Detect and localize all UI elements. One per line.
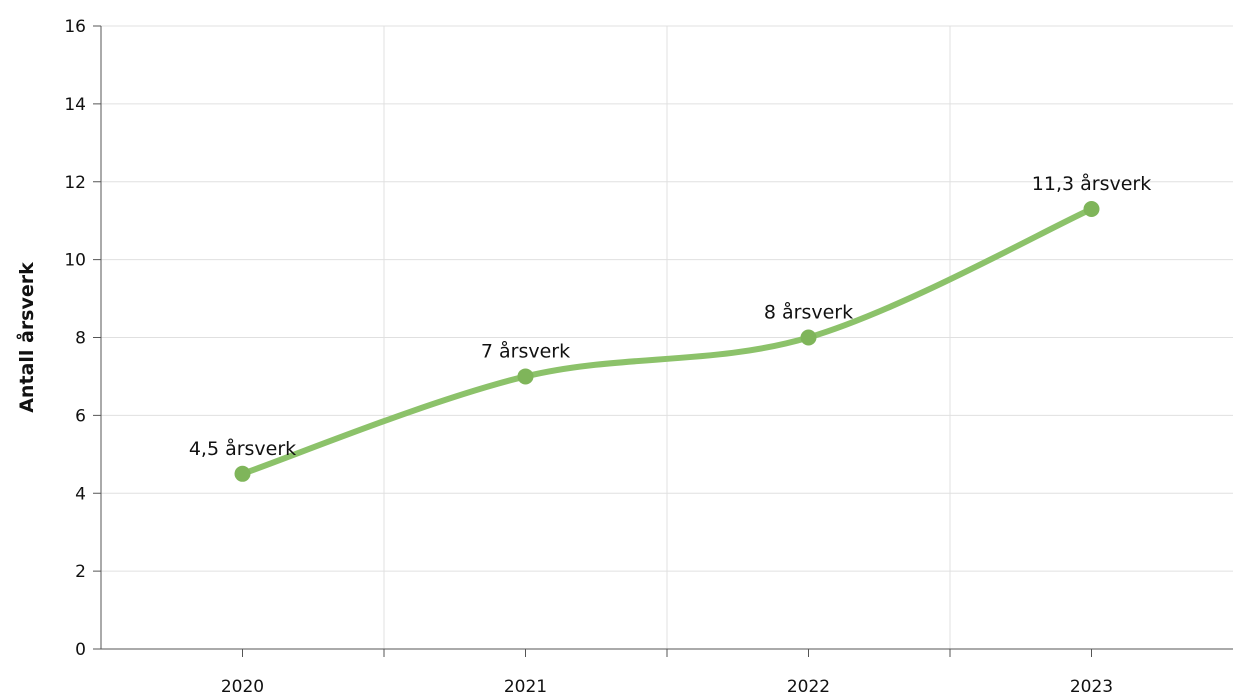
y-tick-label: 16 <box>64 17 86 37</box>
y-tick-label: 8 <box>75 329 86 349</box>
data-label: 4,5 årsverk <box>189 437 296 460</box>
data-label: 8 årsverk <box>764 301 853 324</box>
y-tick-label: 12 <box>64 173 86 193</box>
series-group <box>234 201 1100 482</box>
data-point-marker[interactable] <box>800 329 817 346</box>
y-tick-label: 10 <box>64 251 86 271</box>
y-tick-label: 14 <box>64 95 86 115</box>
data-point-marker[interactable] <box>234 465 251 482</box>
grid-lines <box>101 25 1233 649</box>
x-tick-label: 2023 <box>1070 677 1113 696</box>
x-tick-label: 2022 <box>787 677 830 696</box>
y-axis-ticks: 0 2 4 6 8 10 12 14 16 <box>64 17 101 660</box>
series-line <box>239 206 1095 477</box>
y-tick-label: 6 <box>75 406 86 426</box>
y-tick-label: 0 <box>75 640 86 660</box>
x-axis-ticks: 2020 2021 2022 2023 <box>221 649 1113 696</box>
y-axis-title: Antall årsverk <box>14 262 38 413</box>
data-label: 11,3 årsverk <box>1032 172 1151 195</box>
data-point-marker[interactable] <box>517 368 534 385</box>
data-labels: 4,5 årsverk 7 årsverk 8 årsverk 11,3 årsver… <box>189 172 1151 460</box>
data-point-marker[interactable] <box>1083 201 1100 218</box>
x-tick-label: 2021 <box>504 677 547 696</box>
y-tick-label: 2 <box>75 562 86 582</box>
x-tick-label: 2020 <box>221 677 264 696</box>
y-tick-label: 4 <box>75 484 86 504</box>
data-label: 7 årsverk <box>481 339 570 362</box>
